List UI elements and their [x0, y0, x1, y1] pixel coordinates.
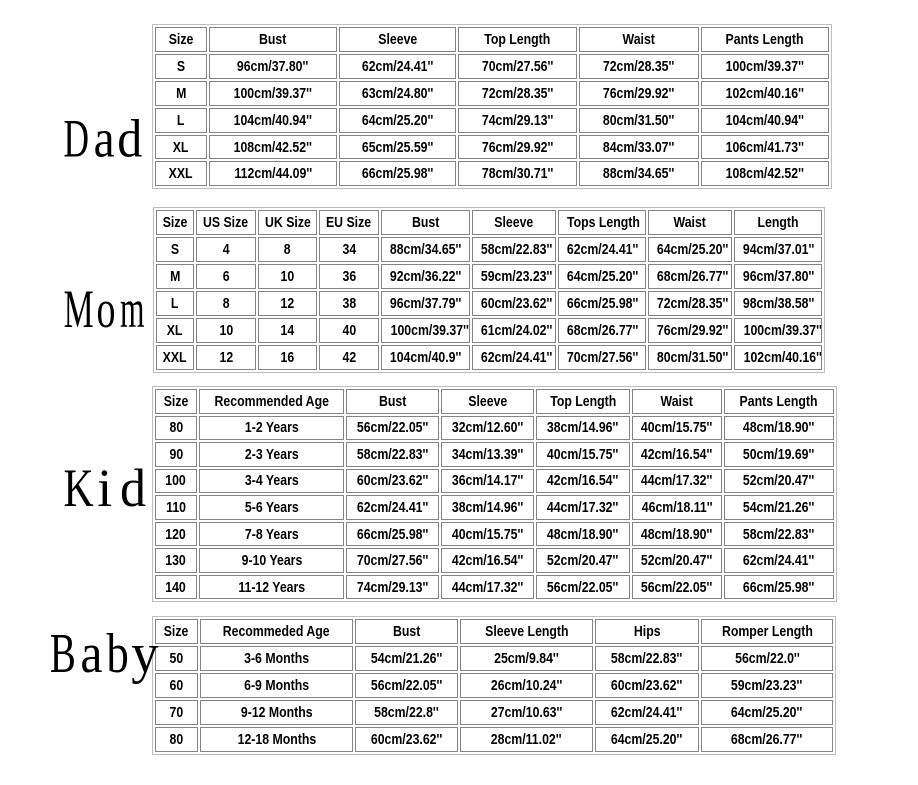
svg-text:m: m — [120, 279, 144, 339]
svg-text:d: d — [120, 459, 146, 518]
svg-text:a: a — [80, 623, 102, 684]
svg-text:D: D — [63, 108, 89, 168]
svg-text:d: d — [117, 110, 142, 169]
svg-text:i: i — [97, 458, 112, 518]
svg-text:M: M — [64, 279, 94, 339]
svg-text:K: K — [64, 459, 94, 518]
svg-text:a: a — [94, 109, 115, 169]
svg-text:B: B — [50, 623, 76, 685]
svg-text:b: b — [106, 622, 128, 684]
svg-text:o: o — [96, 280, 115, 340]
svg-text:y: y — [131, 622, 159, 684]
